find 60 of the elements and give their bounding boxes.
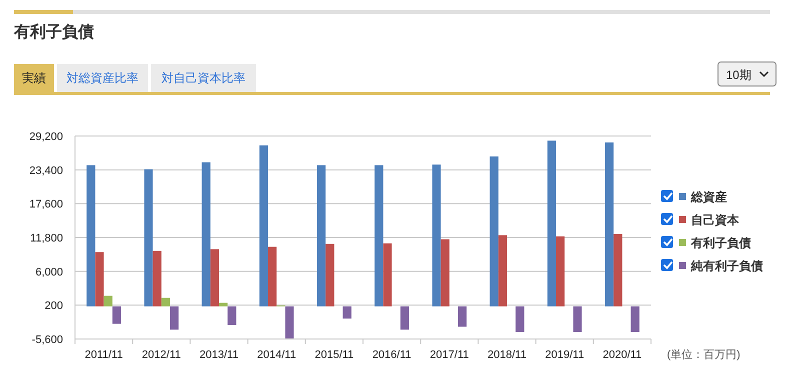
tab: 対自己資本比率 — [151, 64, 256, 92]
bar — [228, 306, 236, 325]
bar — [152, 250, 162, 306]
x-tick-label: 2013/11 — [200, 349, 238, 361]
x-tick-label: 2019/11 — [545, 349, 584, 361]
x-tick-label: 2015/11 — [314, 349, 354, 361]
bar — [161, 298, 170, 306]
bar — [170, 306, 179, 330]
bar — [547, 140, 556, 306]
y-tick-label: 11,800 — [30, 232, 63, 244]
bar — [432, 164, 441, 306]
bar — [556, 236, 565, 306]
bar — [458, 306, 467, 327]
bar — [605, 142, 614, 306]
y-tick-label: 6,000 — [35, 266, 63, 278]
bar — [630, 306, 640, 332]
bar — [86, 165, 96, 306]
bar — [112, 306, 121, 324]
bar — [400, 306, 409, 330]
bar — [317, 165, 326, 306]
bar — [490, 156, 498, 306]
bar — [144, 169, 153, 306]
y-tick-label: 29,200 — [29, 131, 63, 143]
bar — [268, 246, 277, 306]
x-tick-label: 2017/11 — [430, 349, 469, 361]
text: (単位：百万円) — [667, 349, 740, 361]
x-tick-label: 2016/11 — [372, 349, 412, 361]
tab: 対総資産比率 — [57, 64, 148, 92]
bar — [374, 165, 384, 306]
x-tick-label: 2020/11 — [602, 349, 642, 361]
x-tick-label: 2011/11 — [84, 349, 123, 361]
legend-label: 自己資本 — [691, 213, 740, 227]
y-tick-label: 200 — [44, 300, 63, 312]
bar — [202, 162, 210, 306]
select: 10期 — [718, 62, 776, 86]
bar — [104, 296, 112, 306]
bar — [219, 302, 228, 306]
bar — [95, 252, 104, 306]
legend-label: 総資産 — [690, 190, 727, 204]
y-tick-label: 17,600 — [29, 198, 63, 211]
bar — [516, 306, 524, 332]
bar — [573, 306, 582, 332]
bar — [285, 306, 294, 338]
x-tick-label: 2018/11 — [488, 349, 526, 361]
x-tick-label: 2014/11 — [257, 349, 296, 361]
y-tick-label: -5,600 — [32, 334, 63, 346]
bar — [614, 234, 622, 306]
chart-title: 有利子負債 — [13, 23, 94, 41]
bar — [210, 249, 219, 306]
tab: 実績 — [14, 64, 54, 92]
y-tick-label: 23,400 — [29, 164, 63, 177]
bar — [259, 145, 268, 306]
bar — [326, 244, 334, 306]
legend-label: 有利子負債 — [690, 236, 751, 250]
legend-label: 純有利子負債 — [690, 259, 763, 273]
bar — [383, 243, 392, 306]
x-tick-label: 2012/11 — [142, 349, 181, 361]
bar — [342, 306, 352, 319]
bar — [440, 239, 450, 306]
bar — [498, 235, 507, 306]
